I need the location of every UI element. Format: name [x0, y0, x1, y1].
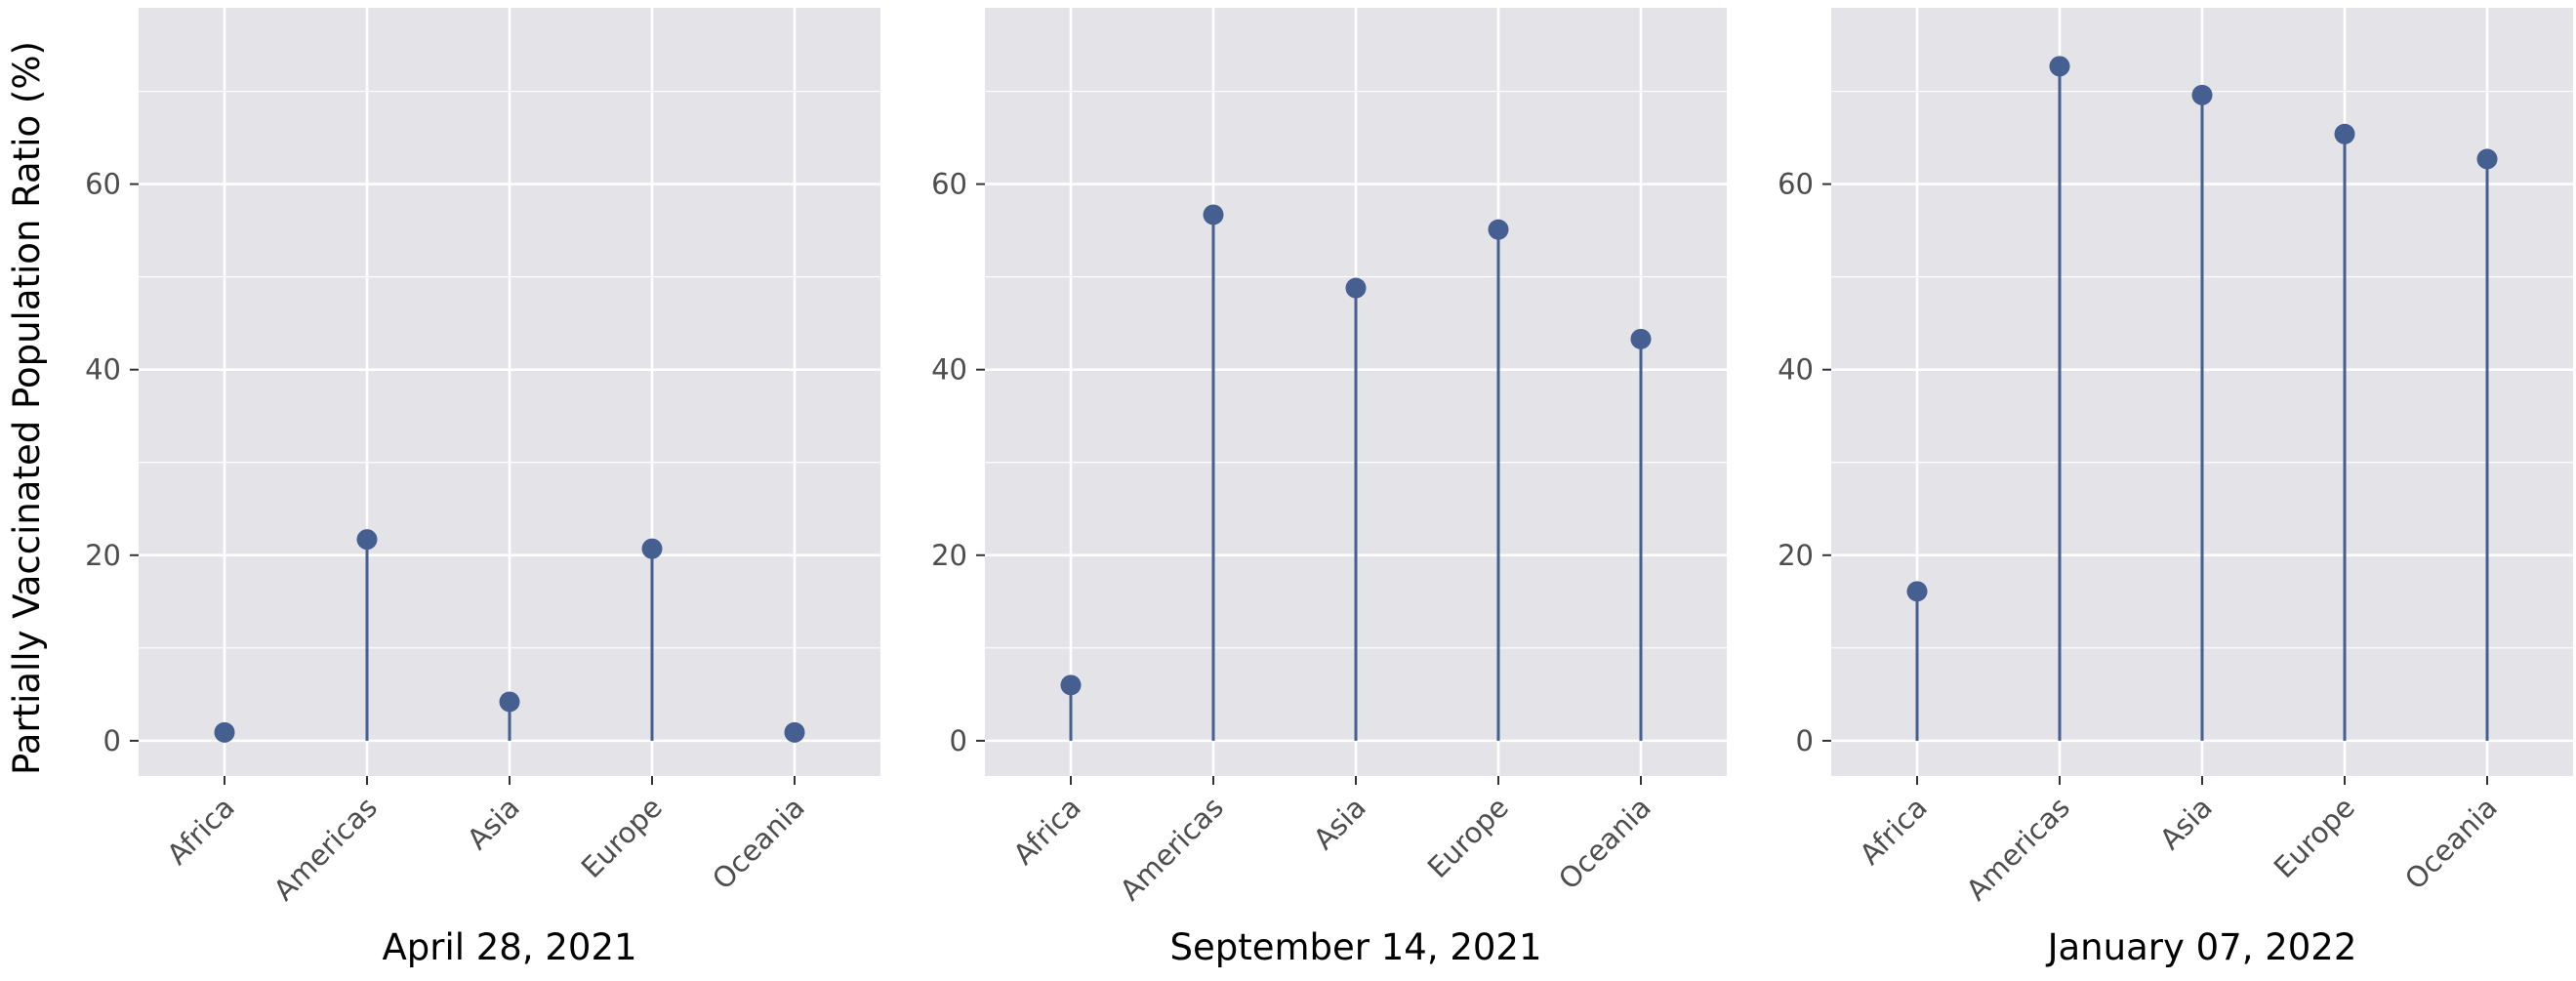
x-tick-label: Europe	[2268, 791, 2361, 884]
lollipop-point	[2191, 84, 2213, 105]
y-tick-label: 40	[85, 353, 121, 387]
panel-1: 0 20 40 60 Africa Americas Asia Europe Oceania Ap…	[85, 8, 880, 968]
lollipop-point	[1345, 277, 1367, 299]
lollipop-point	[1060, 674, 1082, 696]
x-tick-label: Oceania	[706, 791, 811, 896]
lollipop-point	[2049, 56, 2070, 77]
lollipop-point	[2476, 148, 2498, 170]
lollipop-point	[1906, 581, 1928, 602]
y-tick-label: 20	[1778, 539, 1814, 572]
x-tick-label: Europe	[575, 791, 669, 884]
x-tick-label: Oceania	[2398, 791, 2504, 896]
lollipop-point	[2334, 123, 2355, 144]
x-tick-label: Europe	[1421, 791, 1515, 884]
y-tick-label: 0	[103, 724, 121, 757]
y-tick-label: 20	[931, 539, 967, 572]
lollipop-point	[784, 721, 805, 743]
y-tick-label: 0	[950, 724, 967, 757]
y-tick-label: 0	[1796, 724, 1814, 757]
y-tick-label: 40	[1778, 353, 1814, 387]
x-tick-label: Africa	[1006, 791, 1087, 872]
x-tick-label: Africa	[1853, 791, 1934, 872]
y-axis-label: Partially Vaccinated Population Ratio (%…	[6, 41, 48, 775]
panel-title: January 07, 2022	[2046, 926, 2357, 968]
x-tick-label: Americas	[1960, 791, 2076, 907]
lollipop-point	[1630, 328, 1652, 349]
lollipop-point	[214, 721, 235, 743]
lollipop-point	[1488, 219, 1509, 240]
panel-title: September 14, 2021	[1169, 926, 1541, 968]
x-tick-label: Asia	[1307, 791, 1372, 856]
panel-title: April 28, 2021	[382, 926, 636, 968]
lollipop-point	[1203, 204, 1224, 225]
y-tick-label: 20	[85, 539, 121, 572]
y-tick-label: 60	[1778, 168, 1814, 201]
lollipop-point	[356, 529, 378, 551]
lollipop-point	[499, 691, 520, 713]
panel-3: 0 20 40 60 Africa Americas Asia Europe Oceania Ja…	[1778, 8, 2573, 968]
x-tick-label: Asia	[461, 791, 526, 856]
x-tick-label: Americas	[267, 791, 384, 907]
y-tick-label: 40	[931, 353, 967, 387]
x-tick-label: Asia	[2153, 791, 2219, 856]
lollipop-point	[641, 538, 663, 559]
x-tick-label: Oceania	[1552, 791, 1657, 896]
y-tick-label: 60	[85, 168, 121, 201]
y-tick-label: 60	[931, 168, 967, 201]
x-tick-label: Africa	[160, 791, 241, 872]
panel-2: 0 20 40 60 Africa Americas Asia Europe Oceania Se…	[931, 8, 1727, 968]
panels-layer: 0 20 40 60 Africa Americas Asia Europe Oceania Ap…	[85, 8, 2573, 968]
x-tick-label: Americas	[1114, 791, 1230, 907]
